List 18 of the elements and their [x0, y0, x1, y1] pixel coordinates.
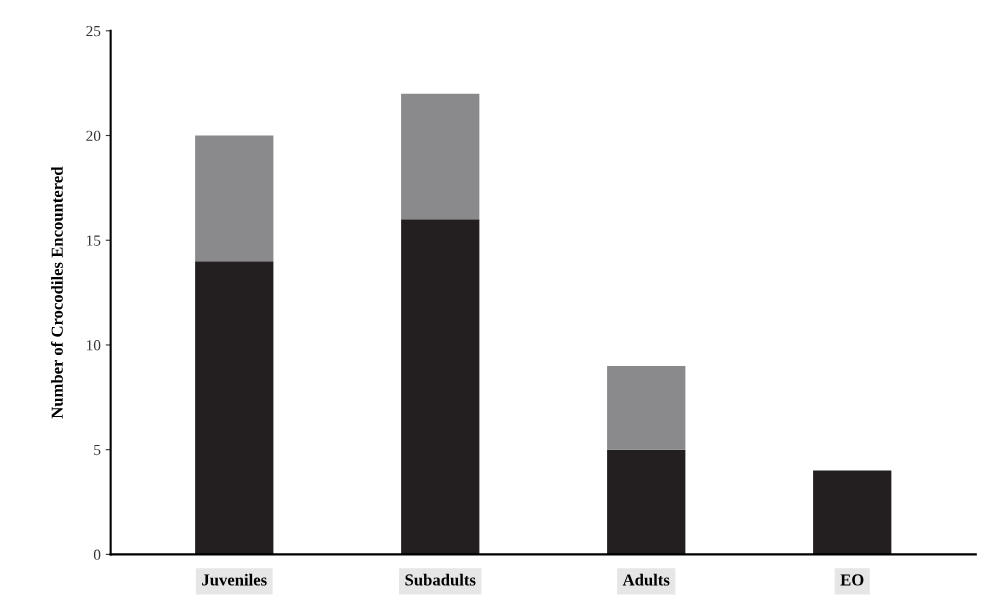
- y-tick-label: 15: [87, 235, 101, 246]
- y-tick-label: 0: [93, 549, 101, 560]
- bar: [607, 365, 686, 450]
- x-tick-label: Subadults: [405, 573, 476, 586]
- x-tick-label: EO: [840, 574, 864, 586]
- bar: [195, 135, 274, 262]
- x-tick-label: Adults: [622, 573, 670, 586]
- y-tick-label: 25: [86, 25, 101, 37]
- bar: [401, 93, 480, 220]
- y-axis-title: Number of Crocodiles Encountered: [50, 166, 63, 419]
- bar: [813, 470, 892, 555]
- bar: [195, 261, 274, 555]
- bar: [607, 449, 686, 555]
- y-tick-label: 20: [86, 130, 101, 141]
- x-tick-label: Juveniles: [202, 573, 267, 586]
- y-tick-label: 5: [94, 444, 101, 456]
- y-tick-label: 10: [87, 340, 101, 351]
- bar: [401, 219, 480, 555]
